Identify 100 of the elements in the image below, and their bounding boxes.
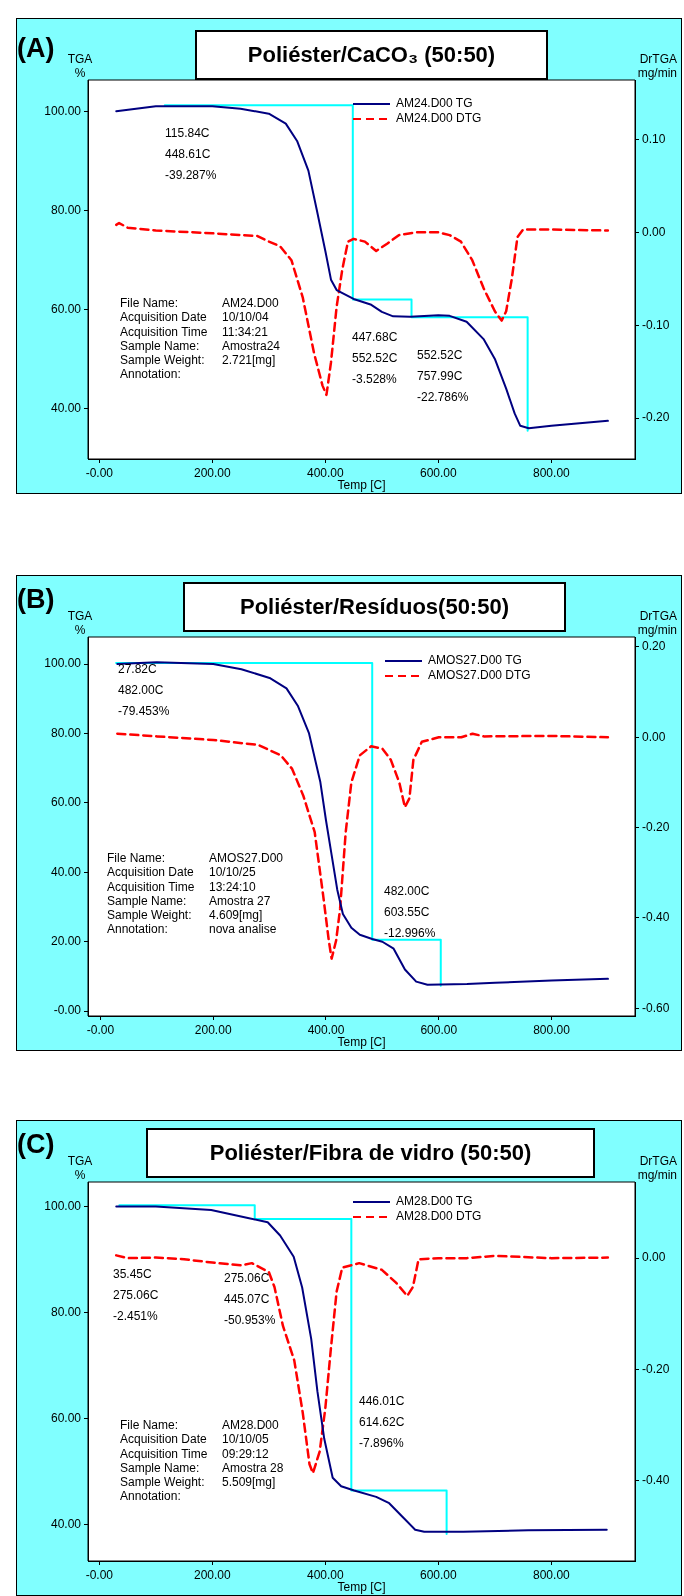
annotation: Sample Name: xyxy=(120,1460,201,1476)
annotation: Acquisition Time xyxy=(120,324,209,339)
annotation: Annotation: xyxy=(120,367,182,382)
chart-title: Poliéster/CaCO₃ (50:50) xyxy=(195,30,548,80)
annotation: Amostra24 xyxy=(222,338,281,354)
x-tick-label: 600.00 xyxy=(420,465,458,480)
annotation: 13:24:10 xyxy=(209,879,257,894)
x-axis-title: Temp [C] xyxy=(337,478,386,493)
annotation: -50.953% xyxy=(224,1312,276,1329)
annotation: AM24.D00 xyxy=(222,296,280,311)
annotation: 4.609[mg] xyxy=(209,908,264,923)
annotation: 482.00C xyxy=(118,682,165,699)
y-axis-title: TGA % xyxy=(66,1154,94,1182)
legend-label: AMOS27.D00 DTG xyxy=(428,668,531,683)
legend-label: AMOS27.D00 TG xyxy=(428,653,522,668)
y2-tick-label: 0.00 xyxy=(642,224,666,239)
y2-tick-label: 0.20 xyxy=(642,639,666,654)
legend-label: AM24.D00 TG xyxy=(396,96,473,111)
annotation: nova analise xyxy=(209,922,278,937)
annotation: Annotation: xyxy=(120,1489,182,1504)
legend-label: AM28.D00 DTG xyxy=(396,1209,482,1224)
y-tick-label: 100.00 xyxy=(44,656,82,671)
annotation: 11:34:21 xyxy=(222,324,269,339)
y2-tick-label: -0.60 xyxy=(642,1000,670,1015)
annotation: -12.996% xyxy=(384,925,436,942)
annotation: 10/10/05 xyxy=(222,1432,270,1447)
y-tick-label: 40.00 xyxy=(50,864,82,879)
y-axis-title: TGA % xyxy=(66,609,94,637)
y2-tick-label: -0.20 xyxy=(642,1361,670,1376)
y-tick-label: 60.00 xyxy=(50,301,82,316)
y2-tick-label: -0.40 xyxy=(642,910,670,925)
annotation: 27.82C xyxy=(118,661,158,678)
y-axis-title: TGA % xyxy=(66,52,94,80)
annotation: AM28.D00 xyxy=(222,1418,280,1433)
annotation: 447.68C xyxy=(352,329,398,346)
y2-axis-title: DrTGA mg/min xyxy=(636,1154,677,1182)
annotation: 115.84C xyxy=(165,125,211,142)
x-tick-label: 400.00 xyxy=(307,1022,345,1037)
annotation: -7.896% xyxy=(359,1435,405,1452)
annotation: 275.06C xyxy=(224,1270,271,1287)
x-tick-label: 600.00 xyxy=(420,1022,458,1037)
x-tick-label: 200.00 xyxy=(193,465,231,480)
x-axis-title: Temp [C] xyxy=(337,1580,386,1595)
x-tick-label: 800.00 xyxy=(533,1022,571,1037)
x-tick-label: 400.00 xyxy=(306,1567,345,1582)
y2-axis-title: DrTGA mg/min xyxy=(636,609,677,637)
annotation: 10/10/25 xyxy=(209,865,257,880)
y2-tick-label: -0.20 xyxy=(642,410,670,425)
y-tick-label: 60.00 xyxy=(50,795,82,810)
annotation: -22.786% xyxy=(417,389,469,406)
annotation: 446.01C xyxy=(359,1393,405,1410)
annotation: Sample Name: xyxy=(107,893,188,909)
y-tick-label: 80.00 xyxy=(50,1304,82,1319)
legend-label: AM24.D00 DTG xyxy=(396,111,482,126)
annotation: 448.61C xyxy=(165,146,212,163)
y-tick-label: 40.00 xyxy=(50,1516,82,1531)
x-tick-label: -0.00 xyxy=(86,1022,115,1037)
x-tick-label: 200.00 xyxy=(193,1567,231,1582)
y2-tick-label: -0.10 xyxy=(642,317,670,332)
annotation: File Name: xyxy=(107,851,166,866)
y-tick-label: 60.00 xyxy=(50,1410,82,1425)
annotation: 10/10/04 xyxy=(222,310,270,325)
y2-tick-label: 0.00 xyxy=(642,1250,666,1265)
chart-subtitle: (B) xyxy=(17,584,55,615)
x-tick-label: 200.00 xyxy=(194,1022,232,1037)
x-tick-label: -0.00 xyxy=(85,1567,114,1582)
annotation: Acquisition Time xyxy=(120,1446,209,1461)
chart-subtitle: (A) xyxy=(17,33,55,64)
y-tick-label: 100.00 xyxy=(44,103,82,118)
annotation: Amostra 28 xyxy=(222,1460,284,1476)
annotation: -79.453% xyxy=(118,703,170,720)
annotation: Acquisition Date xyxy=(120,310,208,325)
annotation: -39.287% xyxy=(165,167,217,184)
annotation: Acquisition Date xyxy=(107,865,195,880)
annotation: AMOS27.D00 xyxy=(209,851,284,866)
line-series xyxy=(115,1254,610,1475)
y-tick-label: 80.00 xyxy=(50,725,82,740)
y-tick-label: -0.00 xyxy=(53,1003,82,1018)
x-tick-label: 800.00 xyxy=(533,465,571,480)
annotation: 35.45C xyxy=(113,1266,153,1283)
x-tick-label: -0.00 xyxy=(85,465,114,480)
annotation: Sample Name: xyxy=(120,338,201,354)
annotation: File Name: xyxy=(120,296,179,311)
annotation: 603.55C xyxy=(384,904,431,921)
annotation: 445.07C xyxy=(224,1291,271,1308)
annotation: 2.721[mg] xyxy=(222,353,277,368)
annotation: -3.528% xyxy=(352,371,398,388)
annotation: Sample Weight: xyxy=(120,353,206,368)
x-tick-label: 600.00 xyxy=(420,1567,458,1582)
annotation: Sample Weight: xyxy=(120,1475,206,1490)
chart-title: Poliéster/Resíduos(50:50) xyxy=(183,582,566,632)
y-tick-label: 20.00 xyxy=(50,934,82,949)
annotation: 275.06C xyxy=(113,1287,159,1304)
annotation: 552.52C xyxy=(352,350,398,367)
annotation: 614.62C xyxy=(359,1414,405,1431)
annotation: Amostra 27 xyxy=(209,893,272,909)
annotation: 552.52C xyxy=(417,347,464,364)
y-tick-label: 40.00 xyxy=(50,400,82,415)
annotation: -2.451% xyxy=(113,1308,159,1325)
chart-subtitle: (C) xyxy=(17,1129,55,1160)
